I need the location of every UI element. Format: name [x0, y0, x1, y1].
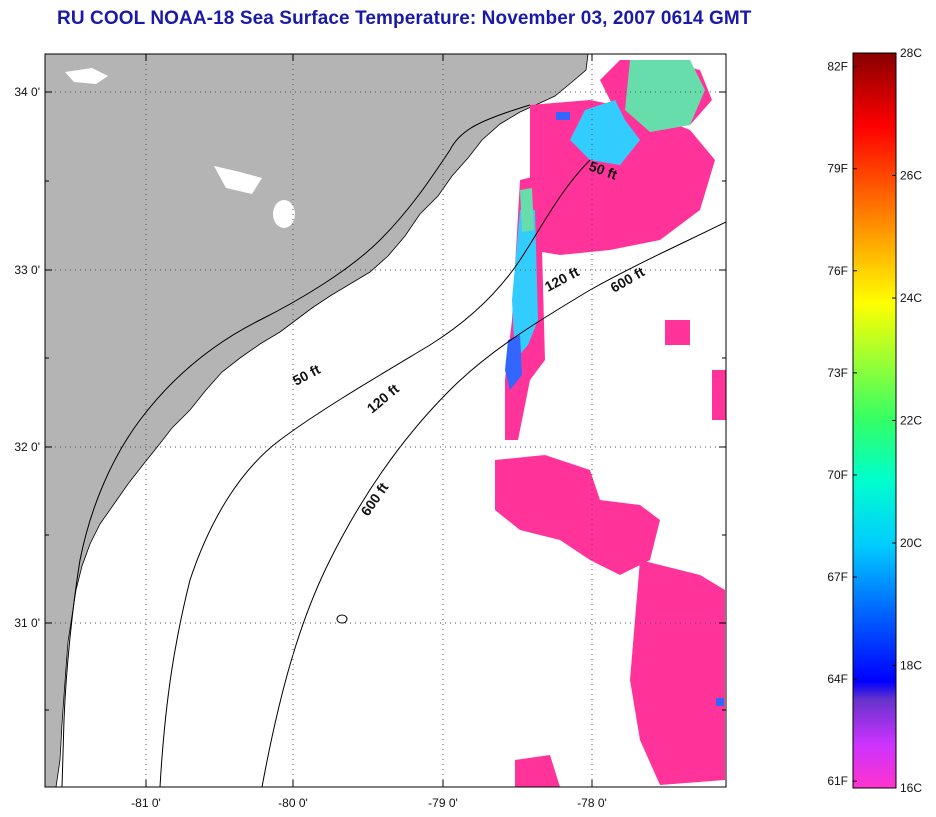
sst-data-layer — [495, 60, 726, 787]
isobath-120ft — [159, 159, 591, 787]
land-patch — [65, 68, 108, 84]
latitude-tick-label: 34 0' — [14, 85, 40, 99]
isobath-50ft — [61, 104, 531, 787]
longitude-tick-label: -78 0' — [577, 796, 607, 810]
latitude-tick-label: 32 0' — [14, 440, 40, 454]
longitude-tick-label: -79 0' — [428, 796, 458, 810]
map-title: RU COOL NOAA-18 Sea Surface Temperature:… — [57, 8, 752, 29]
land-mass — [45, 54, 589, 787]
longitude-tick-label: -80 0' — [278, 796, 308, 810]
isobath-600ft-loop — [336, 614, 348, 624]
graticule — [45, 54, 726, 787]
land-patch — [273, 200, 295, 228]
axis-ticks — [45, 54, 726, 787]
land-patch — [214, 166, 262, 194]
isobath-600ft — [261, 221, 726, 787]
latitude-tick-label: 31 0' — [14, 616, 40, 630]
longitude-tick-label: -81 0' — [131, 796, 161, 810]
latitude-tick-label: 33 0' — [14, 263, 40, 277]
plot-frame — [44, 53, 727, 788]
